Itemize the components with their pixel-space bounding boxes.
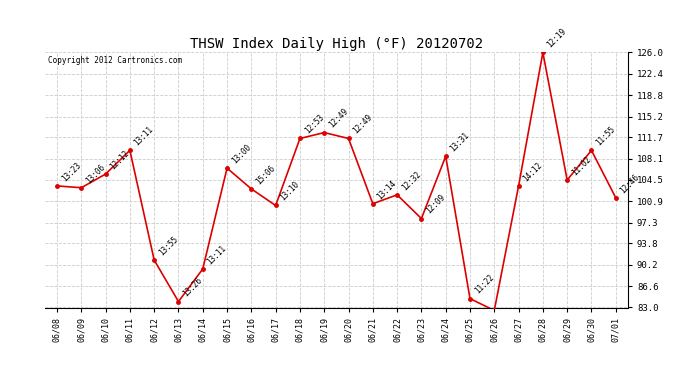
Text: 11:55: 11:55 (594, 125, 617, 148)
Text: 13:23: 13:23 (60, 160, 83, 183)
Text: 13:10: 13:10 (279, 180, 301, 203)
Text: 12:46: 12:46 (618, 172, 641, 195)
Title: THSW Index Daily High (°F) 20120702: THSW Index Daily High (°F) 20120702 (190, 38, 483, 51)
Text: 13:11: 13:11 (132, 125, 155, 148)
Text: 12:49: 12:49 (351, 113, 374, 136)
Text: 11:02: 11:02 (570, 154, 593, 177)
Text: 13:11: 13:11 (206, 243, 228, 266)
Text: 15:06: 15:06 (254, 164, 277, 186)
Text: 11:22: 11:22 (473, 273, 495, 296)
Text: 13:14: 13:14 (375, 178, 398, 201)
Text: 13:55: 13:55 (157, 235, 179, 257)
Text: 12:12: 12:12 (108, 148, 131, 171)
Text: 12:53: 12:53 (303, 113, 326, 136)
Text: 14:12: 14:12 (522, 160, 544, 183)
Text: 13:31: 13:31 (448, 131, 471, 153)
Text: 12:49: 12:49 (327, 107, 350, 130)
Text: 13:26: 13:26 (181, 276, 204, 299)
Text: Copyright 2012 Cartronics.com: Copyright 2012 Cartronics.com (48, 56, 182, 65)
Text: 13:00: 13:00 (230, 142, 253, 165)
Text: 12:19: 12:19 (546, 27, 569, 50)
Text: 12:38: 12:38 (0, 374, 1, 375)
Text: 13:06: 13:06 (84, 162, 107, 185)
Text: 12:09: 12:09 (424, 193, 447, 216)
Text: 12:32: 12:32 (400, 170, 422, 192)
